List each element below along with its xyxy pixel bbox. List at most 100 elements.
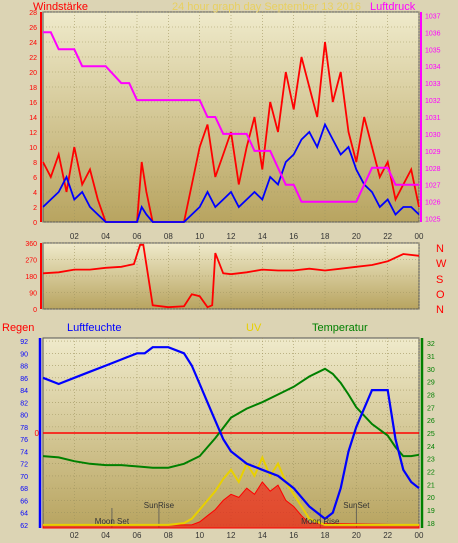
right-tick-label: 1037: [425, 13, 441, 20]
series-area-solar: [42, 481, 420, 529]
humidity-tick-label: 88: [20, 364, 28, 371]
event-label: Moon Rise: [301, 517, 340, 526]
temp-tick-label: 19: [427, 508, 435, 515]
humidity-tick-label: 62: [20, 523, 28, 530]
temp-tick-label: 28: [427, 392, 435, 399]
series-line-windrichtung: [42, 243, 420, 309]
right-tick-label: 1032: [425, 98, 441, 105]
regen-label: Regen: [2, 322, 34, 334]
x-tick-label: 04: [101, 232, 110, 241]
luftfeuchte-label: Luftfeuchte: [67, 322, 121, 334]
right-tick-label: 1033: [425, 81, 441, 88]
wind-dir-label-o: O: [436, 289, 445, 301]
x-tick-label: 06: [133, 232, 142, 241]
x-tick-label: 00: [415, 232, 424, 241]
temp-tick-label: 29: [427, 380, 435, 387]
event-label: SunSet: [343, 501, 370, 510]
right-tick-label: 1027: [425, 183, 441, 190]
series-marks: [42, 31, 420, 529]
humidity-tick-label: 70: [20, 474, 28, 481]
temp-tick-label: 20: [427, 495, 435, 502]
x-tick-label: 20: [352, 232, 361, 241]
x-tick-label: 16: [289, 232, 298, 241]
left-tick-label: 8: [33, 160, 37, 167]
dir-tick-label: 0: [33, 307, 37, 314]
gridlines: [43, 11, 420, 528]
event-label: Moon Set: [95, 517, 130, 526]
x-tick-label: 08: [164, 232, 173, 241]
right-tick-label: 1036: [425, 30, 441, 37]
temp-tick-label: 31: [427, 354, 435, 361]
x-tick-label: 08: [164, 531, 173, 540]
right-tick-label: 1026: [425, 200, 441, 207]
x-tick-label: 14: [258, 531, 267, 540]
dir-tick-label: 270: [25, 258, 37, 265]
left-tick-label: 12: [29, 130, 37, 137]
x-tick-label: 12: [227, 531, 236, 540]
right-tick-label: 1035: [425, 47, 441, 54]
x-tick-label: 18: [321, 531, 330, 540]
x-tick-label: 04: [101, 531, 110, 540]
dir-tick-label: 180: [25, 274, 37, 281]
left-tick-label: 26: [29, 25, 37, 32]
x-tick-label: 12: [227, 232, 236, 241]
header-right-label: Luftdruck: [370, 1, 416, 13]
series-line-windst-rke-average-: [42, 122, 420, 223]
left-tick-label: 22: [29, 55, 37, 62]
header-center-label: 24 hour graph day September 13 2016: [172, 1, 361, 13]
left-tick-label: 16: [29, 100, 37, 107]
temp-tick-label: 27: [427, 405, 435, 412]
x-tick-label: 14: [258, 232, 267, 241]
right-tick-label: 1031: [425, 115, 441, 122]
right-tick-label: 1030: [425, 132, 441, 139]
x-tick-label: 22: [383, 531, 392, 540]
x-tick-label: 22: [383, 232, 392, 241]
temp-tick-label: 30: [427, 367, 435, 374]
x-tick-label: 10: [195, 232, 204, 241]
humidity-tick-label: 86: [20, 376, 28, 383]
series-line-luftfeuchte: [42, 346, 420, 521]
humidity-tick-label: 82: [20, 400, 28, 407]
humidity-tick-label: 90: [20, 351, 28, 358]
left-tick-label: 6: [33, 175, 37, 182]
humidity-tick-label: 76: [20, 437, 28, 444]
right-tick-label: 1034: [425, 64, 441, 71]
left-tick-label: 0: [33, 220, 37, 227]
wind-dir-label-n-bottom: N: [436, 304, 444, 316]
x-tick-label: 00: [415, 531, 424, 540]
temp-tick-label: 22: [427, 470, 435, 477]
temp-tick-label: 18: [427, 521, 435, 528]
humidity-tick-label: 92: [20, 339, 28, 346]
wind-dir-label-s: S: [436, 274, 443, 286]
right-tick-label: 1025: [425, 217, 441, 224]
series-line-luftdruck: [43, 31, 419, 203]
series-line-temperatur: [42, 367, 420, 469]
humidity-tick-label: 68: [20, 486, 28, 493]
header-left-label: Windstärke: [33, 1, 88, 13]
x-tick-label: 20: [352, 531, 361, 540]
left-tick-label: 24: [29, 40, 37, 47]
x-tick-label: 16: [289, 531, 298, 540]
temp-tick-label: 32: [427, 341, 435, 348]
wind-dir-label-n-top: N: [436, 243, 444, 255]
left-tick-label: 18: [29, 85, 37, 92]
humidity-tick-label: 78: [20, 425, 28, 432]
uv-label: UV: [246, 322, 262, 334]
humidity-tick-label: 66: [20, 498, 28, 505]
dir-tick-label: 360: [25, 241, 37, 248]
left-tick-label: 2: [33, 205, 37, 212]
temp-tick-label: 26: [427, 418, 435, 425]
x-tick-label: 06: [133, 531, 142, 540]
right-tick-label: 1028: [425, 166, 441, 173]
temperatur-label: Temperatur: [312, 322, 368, 334]
x-tick-label: 10: [195, 531, 204, 540]
left-tick-label: 4: [33, 190, 37, 197]
temp-tick-label: 23: [427, 457, 435, 464]
series-line-windst-rke: [42, 41, 420, 223]
x-tick-label: 18: [321, 232, 330, 241]
right-tick-label: 1029: [425, 149, 441, 156]
left-tick-label: 14: [29, 115, 37, 122]
left-tick-label: 10: [29, 145, 37, 152]
